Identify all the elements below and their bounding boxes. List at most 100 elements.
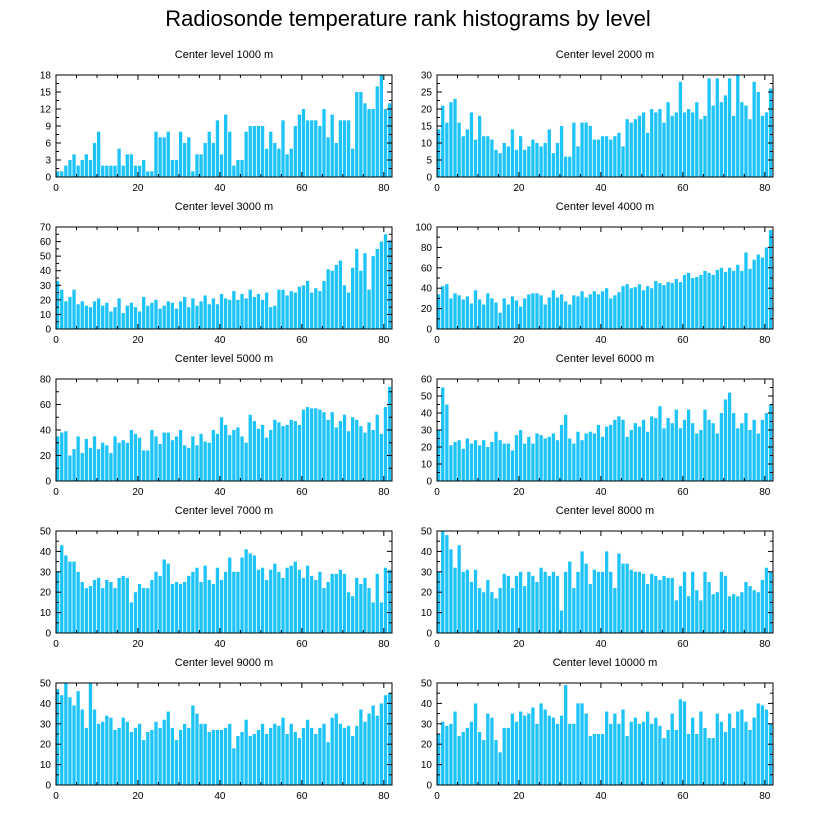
bar	[543, 143, 547, 177]
bar	[232, 291, 236, 329]
bar	[748, 268, 752, 329]
bar	[572, 723, 576, 785]
bar	[318, 727, 322, 785]
bar	[121, 575, 125, 633]
bar	[711, 738, 715, 785]
bar	[232, 165, 236, 177]
bar	[527, 436, 531, 481]
bar	[359, 92, 363, 177]
bar	[252, 126, 256, 177]
bar	[92, 143, 97, 177]
bar	[514, 149, 519, 177]
bar	[736, 264, 740, 329]
y-tick-label: 18	[40, 71, 52, 82]
bar	[559, 424, 564, 481]
bar	[84, 727, 88, 785]
bar	[510, 129, 515, 177]
bar	[297, 286, 302, 329]
bar	[686, 596, 691, 633]
bar	[637, 571, 642, 633]
bar	[621, 286, 625, 329]
panel-title: Center level 5000 m	[175, 353, 273, 365]
panel-1: Center level 1000 m 0 20 40 60 80 0 3 6 9 12 15 18	[40, 49, 393, 194]
bar	[654, 112, 658, 177]
bar	[543, 709, 547, 785]
bar	[510, 713, 515, 785]
x-tick-label: 0	[434, 791, 440, 802]
bar	[129, 154, 134, 177]
bar	[670, 283, 674, 329]
bar	[518, 571, 523, 633]
bar	[658, 283, 662, 329]
bar	[596, 424, 601, 481]
bar	[523, 586, 527, 633]
bar	[678, 81, 683, 177]
bar	[178, 301, 183, 329]
bar	[330, 114, 334, 177]
bar	[170, 727, 175, 785]
bar	[203, 143, 207, 177]
bar	[219, 579, 224, 633]
bar	[342, 727, 347, 785]
bar	[301, 109, 306, 177]
bar	[285, 424, 289, 481]
bar	[125, 442, 129, 481]
panel-7: Center level 7000 m 0 20 40 60 80 0 10 20 30 40 50	[40, 505, 393, 650]
bar	[498, 312, 502, 329]
bar	[150, 430, 154, 481]
bar	[686, 272, 691, 329]
bar	[269, 727, 273, 785]
bar	[92, 709, 97, 785]
bar	[449, 723, 453, 785]
bar	[277, 571, 281, 633]
bar	[609, 723, 613, 785]
bar	[60, 171, 64, 177]
bar	[76, 165, 80, 177]
y-tick-label: 20	[40, 740, 52, 751]
bar	[334, 264, 338, 329]
y-tick-label: 0	[426, 629, 432, 640]
bar	[600, 571, 605, 633]
bar	[441, 531, 445, 633]
x-tick-label: 20	[513, 791, 525, 802]
bar	[252, 296, 256, 329]
bar	[359, 426, 363, 481]
bar	[461, 299, 465, 329]
x-tick-label: 80	[378, 335, 390, 346]
bar	[146, 731, 150, 785]
bar	[273, 419, 277, 481]
bar	[211, 430, 216, 481]
bar	[359, 584, 363, 633]
bar	[256, 126, 261, 177]
bar	[215, 120, 220, 177]
bar	[555, 143, 560, 177]
bar	[84, 438, 88, 481]
bar	[531, 443, 535, 481]
y-tick-label: 60	[40, 400, 52, 411]
x-tick-label: 60	[296, 791, 308, 802]
bar	[174, 740, 179, 785]
bar	[207, 304, 211, 329]
bar	[498, 153, 502, 177]
bar	[338, 569, 343, 633]
bar	[154, 571, 158, 633]
x-tick-label: 0	[434, 639, 440, 650]
bar	[650, 288, 654, 329]
bar	[437, 734, 441, 785]
panel-4: Center level 4000 m 0 20 40 60 80 0 20 40 60 80 100	[415, 201, 774, 346]
bar	[154, 721, 158, 785]
bar	[228, 299, 232, 329]
bar	[228, 557, 232, 633]
bar	[449, 445, 453, 481]
x-tick-label: 0	[434, 487, 440, 498]
bar	[305, 565, 310, 633]
y-tick-label: 0	[426, 477, 432, 488]
bar	[441, 387, 445, 481]
bar	[80, 582, 84, 633]
bar	[338, 120, 343, 177]
x-tick-label: 20	[132, 791, 144, 802]
bar	[682, 419, 687, 481]
bar	[371, 705, 375, 785]
bar	[748, 430, 752, 481]
bar	[109, 582, 113, 633]
